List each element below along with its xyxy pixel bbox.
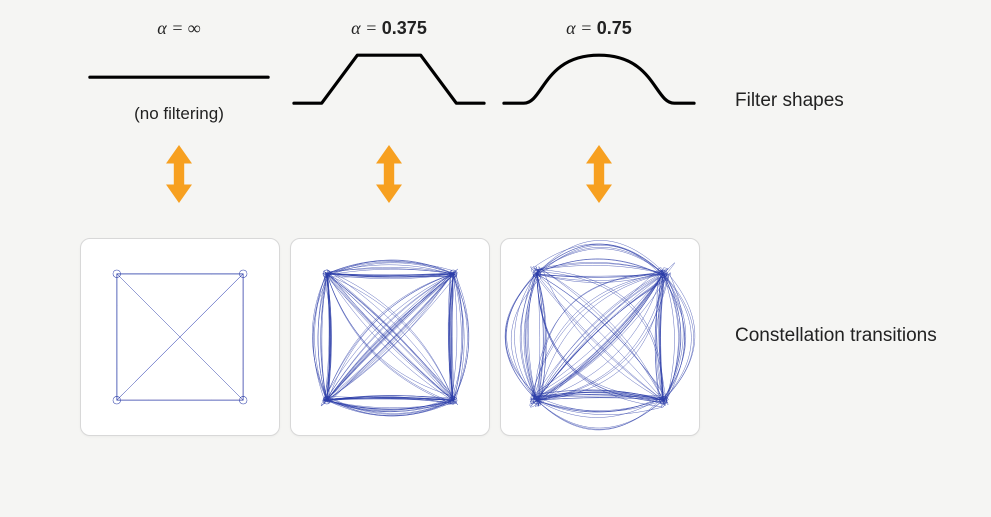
filter-shape-2: [500, 48, 698, 113]
double-arrow-icon: [376, 145, 402, 203]
constellation-card-2: [500, 238, 700, 436]
constellation-card-1: [290, 238, 490, 436]
constellation-card-0: [80, 238, 280, 436]
alpha-label-0: α = ∞: [80, 18, 278, 39]
filter-shapes-label: Filter shapes: [735, 90, 844, 112]
filter-shape-1: [290, 48, 488, 113]
constellation-transitions-label: Constellation transitions: [735, 325, 937, 347]
double-arrow-icon: [586, 145, 612, 203]
double-arrow-icon: [166, 145, 192, 203]
alpha-label-1: α = 0.375: [290, 18, 488, 39]
alpha-label-2: α = 0.75: [500, 18, 698, 39]
filter-subtext-0: (no filtering): [80, 104, 278, 124]
